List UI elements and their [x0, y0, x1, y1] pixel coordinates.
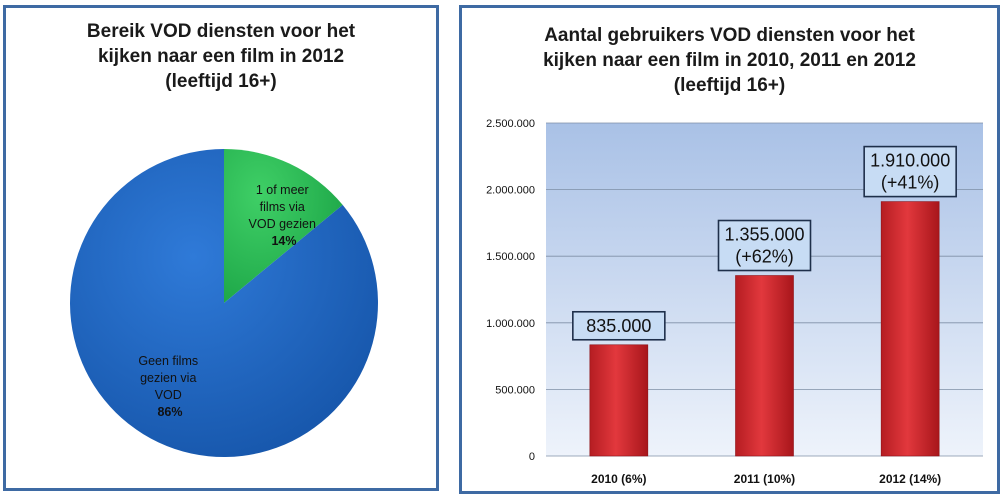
data-label-box: [572, 310, 666, 341]
data-label-box: [717, 219, 812, 272]
x-tick-label: 2011 (10%): [734, 472, 795, 486]
bar: [880, 201, 940, 457]
pie-label-vod: 1 of meer films via VOD gezien 14%: [249, 183, 320, 248]
pie-label-vod-line-1: 1 of meer: [256, 183, 309, 197]
y-tick-label: 2.500.000: [486, 118, 535, 130]
data-label: 835.000: [586, 316, 651, 336]
x-axis-labels: 2010 (6%) 2011 (10%) 2012 (14%): [591, 472, 941, 486]
pie-label-no-vod-line-3: VOD: [155, 388, 182, 402]
bar-chart-title: Aantal gebruikers VOD diensten voor het …: [462, 23, 997, 98]
y-tick-label: 1.000.000: [486, 318, 535, 330]
data-label-box: [863, 145, 957, 198]
pie-label-no-vod: Geen films gezien via VOD 86%: [138, 354, 201, 419]
bar: [589, 344, 649, 457]
bars: [589, 201, 940, 457]
pie-chart-title: Bereik VOD diensten voor het kijken naar…: [6, 19, 436, 94]
y-axis-ticks: 0 500.000 1.000.000 1.500.000 2.000.000 2.500…: [486, 118, 535, 463]
pie-label-no-vod-value: 86%: [157, 405, 182, 419]
bar: [735, 275, 794, 457]
pie-title-line-3: (leeftijd 16+): [165, 71, 277, 92]
bar-title-line-1: Aantal gebruikers VOD diensten voor het: [544, 25, 915, 46]
bar-title-line-2: kijken naar een film in 2010, 2011 en 20…: [543, 50, 916, 71]
data-label: 1.355.000: [724, 225, 804, 245]
y-tick-label: 500.000: [495, 384, 535, 396]
bar-title-line-3: (leeftijd 16+): [673, 75, 786, 96]
bar-chart-panel: Aantal gebruikers VOD diensten voor het …: [459, 5, 1000, 494]
pie-chart: 1 of meer films via VOD gezien 14% Geen …: [69, 149, 378, 457]
data-label: (+41%): [881, 173, 940, 193]
y-tick-label: 2.000.000: [486, 185, 535, 197]
pie-title-line-2: kijken naar een film in 2012: [97, 46, 345, 67]
pie-slice-vod: [224, 149, 343, 303]
bar-chart: 0 500.000 1.000.000 1.500.000 2.000.000 2.500…: [486, 118, 983, 486]
data-label: (+62%): [735, 247, 794, 267]
pie-slice-no-vod: [69, 149, 378, 457]
y-tick-label: 1.500.000: [486, 251, 535, 263]
data-labels: 835.000 1.355.000(+62%) 1.910.000(+41%): [572, 145, 957, 341]
pie-label-no-vod-line-1: Geen films: [138, 354, 198, 368]
pie-title-line-1: Bereik VOD diensten voor het: [86, 21, 356, 42]
y-tick-label: 0: [529, 451, 535, 463]
pie-label-vod-value: 14%: [271, 234, 296, 248]
pie-chart-panel: Bereik VOD diensten voor het kijken naar…: [3, 5, 439, 491]
data-label: 1.910.000: [870, 151, 950, 171]
pie-label-no-vod-line-2: gezien via: [140, 371, 196, 385]
x-tick-label: 2012 (14%): [879, 472, 941, 486]
x-tick-label: 2010 (6%): [591, 472, 646, 486]
pie-label-vod-line-2: films via: [260, 200, 305, 214]
pie-label-vod-line-3: VOD gezien: [249, 217, 316, 231]
